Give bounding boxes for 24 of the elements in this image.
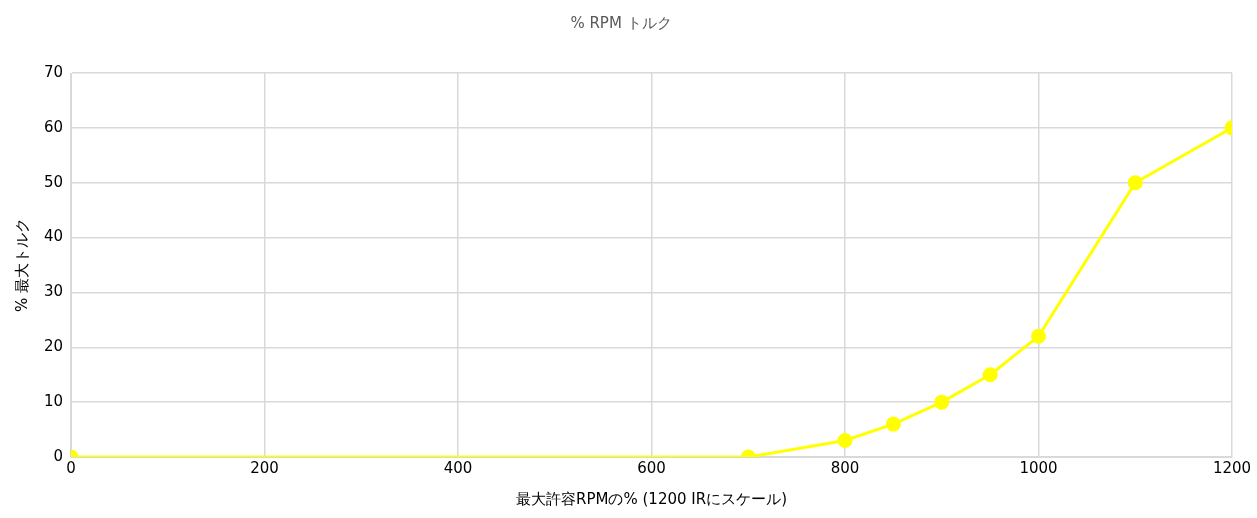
x-axis-title: 最大許容RPMの% (1200 IRにスケール) xyxy=(516,489,788,508)
point xyxy=(837,433,853,449)
x-tick-label: 1200 xyxy=(1212,458,1252,477)
point xyxy=(885,416,901,432)
point xyxy=(1031,328,1047,344)
y-tick-label: 10 xyxy=(43,392,64,411)
y-tick-label: 60 xyxy=(43,117,64,136)
point xyxy=(982,367,998,383)
x-tick-label: 0 xyxy=(66,458,76,477)
point xyxy=(934,394,950,410)
y-tick-label: 20 xyxy=(43,337,64,356)
x-tick-label: 1000 xyxy=(1019,458,1058,477)
x-tick-label: 400 xyxy=(443,458,473,477)
y-tick-label: 0 xyxy=(53,446,64,465)
x-tick-label: 600 xyxy=(637,458,666,477)
y-tick-label: 50 xyxy=(43,172,64,191)
point xyxy=(1127,175,1143,191)
x-tick-label: 800 xyxy=(830,458,860,477)
y-tick-label: 30 xyxy=(43,282,64,301)
x-tick-label: 200 xyxy=(250,458,279,477)
y-tick-label: 70 xyxy=(43,62,64,81)
y-axis-title: % 最大トルク xyxy=(12,217,31,313)
chart-title: % RPM トルク xyxy=(570,13,672,32)
y-tick-label: 40 xyxy=(43,227,64,246)
